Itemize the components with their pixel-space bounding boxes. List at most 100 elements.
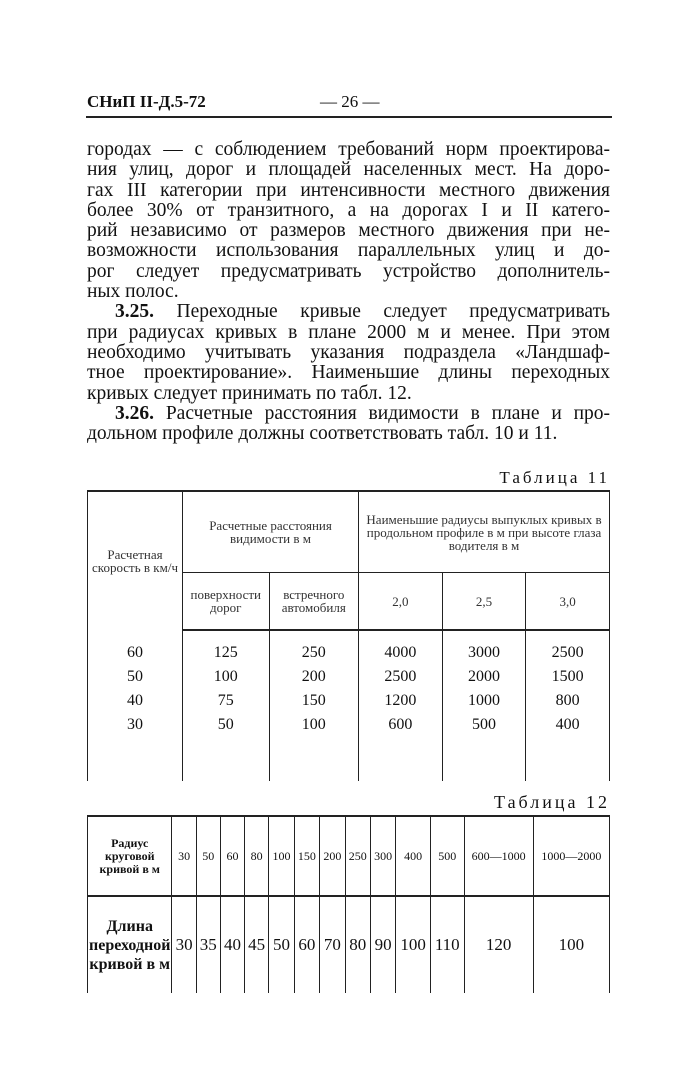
table-cell: 75 [182,689,270,713]
radius-cell: 200 [319,815,346,897]
table-cell: 125 [182,630,270,665]
table-cell: 30 [87,713,183,737]
radius-cell: 100 [268,815,295,897]
line-text: тное проектирование». Наименьшие длины п… [87,362,610,384]
radius-cell: 400 [395,815,431,897]
table-cell: 1500 [525,665,610,689]
length-cell: 90 [369,896,397,993]
table-cell: 50 [182,713,270,737]
length-cell: 110 [429,896,465,993]
line-text: Переходные кривые следует предусматриват… [154,301,610,323]
text-line: более 30% от транзитного, а на дорогах I… [87,199,610,221]
length-cell: 60 [293,896,321,993]
empty-cell [87,737,183,781]
text-line: при радиусах кривых в плане 2000 м и мен… [87,321,610,343]
table-cell: 400 [525,713,610,737]
header-rule [86,116,612,118]
table-cell: 1000 [441,689,527,713]
header-speed: Расчетная скорость в км/ч [87,490,183,630]
table-cell: 40 [87,689,183,713]
table-row: 30 50 100 600 500 400 [87,713,610,737]
clause-number: 3.25. [115,301,154,323]
line-text: более 30% от транзитного, а на дорогах I… [87,199,610,221]
line-text: возможности использования параллельных у… [87,240,610,262]
sub-header: 2,0 [358,572,443,631]
table-12: Радиус круговой кривой в м 30 50 60 80 100 150… [86,815,611,993]
table-cell: 60 [87,630,183,665]
table-cell: 200 [268,665,360,689]
length-cell: 70 [319,896,346,993]
clause-number: 3.26. [115,402,154,424]
length-cell: 100 [532,896,611,993]
page-number: — 26 — [320,92,380,111]
row-label-radius: Радиус круговой кривой в м [86,815,173,897]
line-text: городах — с соблюдением требований норм … [87,139,610,160]
table-12-caption: Таблица 12 [494,792,610,812]
table-cell: 500 [441,713,527,737]
length-cell: 35 [195,896,221,993]
table-row: 60 125 250 4000 3000 2500 [87,630,610,665]
line-text: ных полос. [87,281,179,303]
length-cell: 50 [268,896,295,993]
table-cell: 4000 [358,630,443,665]
radius-cell: 30 [171,815,197,897]
length-cell: 45 [244,896,270,993]
text-line: 3.26. Расчетные расстояния видимости в п… [87,402,610,424]
table-cell: 1200 [358,689,443,713]
sub-header: встречного автомобиля [268,572,360,631]
table-cell: 250 [268,630,360,665]
length-cell: 100 [395,896,431,993]
line-text: ния улиц, дорог и площадей населенных ме… [87,159,610,181]
radius-cell: 150 [293,815,321,897]
table-cell: 100 [182,665,270,689]
table-cell: 2500 [525,630,610,665]
radius-cell: 300 [369,815,397,897]
table-spacer-row [87,737,610,781]
text-line: городах — с соблюдением требований норм … [87,139,610,160]
radius-cell: 250 [344,815,371,897]
text-line: необходимо учитывать указания подраздела… [87,341,610,363]
text-line: гах III категории при интенсивности мест… [87,179,610,201]
row-label-length: Длина переходной кривой в м [86,896,173,993]
document-code: СНиП II-Д.5-72 [87,92,206,111]
radius-cell: 1000—2000 [532,815,611,897]
table-cell: 800 [525,689,610,713]
line-text: при радиусах кривых в плане 2000 м и мен… [87,321,610,343]
table-cell: 2500 [358,665,443,689]
radius-cell: 600—1000 [463,815,534,897]
line-text: кривых следует принимать по табл. 12. [87,382,412,404]
sub-header: 2,5 [441,572,527,631]
empty-cell [525,737,610,781]
table-row: 40 75 150 1200 1000 800 [87,689,610,713]
table-cell: 150 [268,689,360,713]
length-cell: 30 [171,896,197,993]
line-text: дольном профиле должны соответствовать т… [87,423,558,445]
text-line: рог следует предусматривать устройство д… [87,260,610,282]
empty-cell [441,737,527,781]
text-line: возможности использования параллельных у… [87,241,610,261]
line-text: гах III категории при интенсивности мест… [87,179,610,201]
line-text: рог следует предусматривать устройство д… [87,260,610,282]
table-cell: 3000 [441,630,527,665]
sub-header: 3,0 [525,572,610,631]
table-cell: 50 [87,665,183,689]
table-11: Расчетная скорость в км/ч Расчетные расс… [87,490,610,781]
empty-cell [358,737,443,781]
line-text: Расчетные расстояния видимости в плане и… [154,402,610,424]
radius-cell: 50 [195,815,221,897]
line-text: необходимо учитывать указания подраздела… [87,341,610,363]
table-row: 50 100 200 2500 2000 1500 [87,665,610,689]
header-radii: Наименьшие радиусы выпуклых кривых в про… [358,490,610,573]
table-cell: 100 [268,713,360,737]
header-visibility: Расчетные расстояния видимости в м [181,490,360,573]
empty-cell [268,737,360,781]
text-line: 3.25. Переходные кривые следует предусма… [87,302,610,322]
radius-cell: 500 [429,815,465,897]
sub-header: поверхности дорог [182,572,270,631]
text-line: кривых следует принимать по табл. 12. [87,382,610,404]
table-11-caption: Таблица 11 [499,468,610,487]
empty-cell [182,737,270,781]
length-cell: 120 [463,896,534,993]
line-text: рий независимо от размеров местного движ… [87,220,610,242]
